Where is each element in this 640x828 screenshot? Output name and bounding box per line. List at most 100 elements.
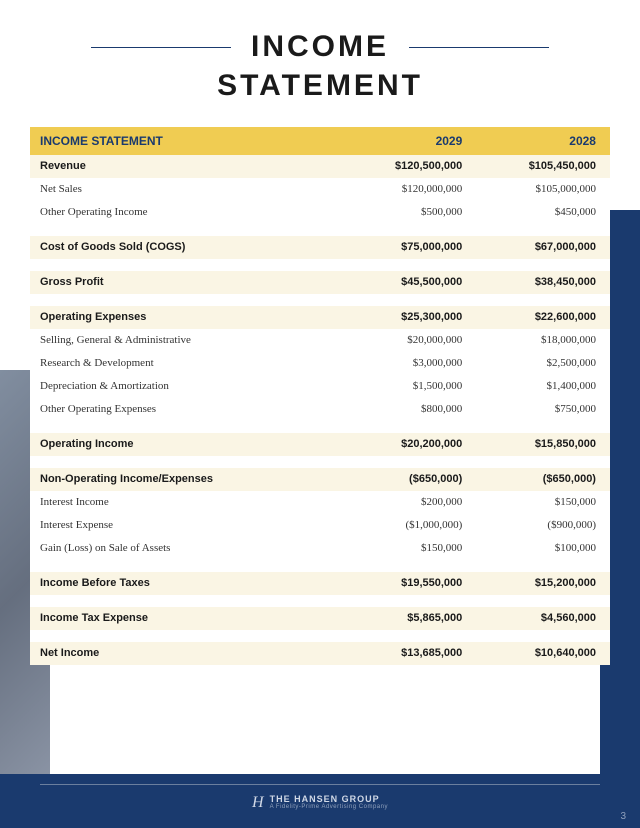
- table-header-row: INCOME STATEMENT 2029 2028: [30, 127, 610, 155]
- row-value-year2: $38,450,000: [472, 276, 602, 288]
- row-label: Other Operating Expenses: [38, 403, 343, 415]
- row-value-year1: $1,500,000: [343, 380, 473, 392]
- footer-logo: H THE HANSEN GROUP A Fidelity-Prime Adve…: [252, 794, 388, 812]
- row-value-year2: $105,450,000: [472, 160, 602, 172]
- row-value-year2: $2,500,000: [472, 357, 602, 369]
- row-value-year1: $120,500,000: [343, 160, 473, 172]
- row-value-year1: $19,550,000: [343, 577, 473, 589]
- section-row: Non-Operating Income/Expenses($650,000)(…: [30, 468, 610, 491]
- row-value-year2: $67,000,000: [472, 241, 602, 253]
- page-title-line1: INCOME: [251, 30, 389, 65]
- row-value-year1: $150,000: [343, 542, 473, 554]
- row-label: Interest Income: [38, 496, 343, 508]
- section-row: Net Income$13,685,000$10,640,000: [30, 642, 610, 665]
- row-value-year1: $200,000: [343, 496, 473, 508]
- row-value-year2: $1,400,000: [472, 380, 602, 392]
- header-label: INCOME STATEMENT: [38, 134, 343, 148]
- detail-row: Other Operating Income$500,000$450,000: [30, 201, 610, 224]
- footer-company-name: THE HANSEN GROUP: [270, 795, 388, 804]
- row-value-year1: $20,000,000: [343, 334, 473, 346]
- row-value-year2: $4,560,000: [472, 612, 602, 624]
- row-value-year1: $800,000: [343, 403, 473, 415]
- row-value-year1: $13,685,000: [343, 647, 473, 659]
- row-value-year2: ($900,000): [472, 519, 602, 531]
- row-value-year2: $15,850,000: [472, 438, 602, 450]
- row-value-year1: $75,000,000: [343, 241, 473, 253]
- row-label: Gross Profit: [38, 276, 343, 288]
- row-label: Income Tax Expense: [38, 612, 343, 624]
- row-label: Depreciation & Amortization: [38, 380, 343, 392]
- spacer-row: [30, 595, 610, 607]
- row-label: Interest Expense: [38, 519, 343, 531]
- row-label: Revenue: [38, 160, 343, 172]
- section-row: Operating Expenses$25,300,000$22,600,000: [30, 306, 610, 329]
- row-value-year2: $450,000: [472, 206, 602, 218]
- row-label: Net Income: [38, 647, 343, 659]
- detail-row: Net Sales$120,000,000$105,000,000: [30, 178, 610, 201]
- spacer-row: [30, 294, 610, 306]
- row-value-year2: $18,000,000: [472, 334, 602, 346]
- row-value-year2: $750,000: [472, 403, 602, 415]
- section-row: Income Before Taxes$19,550,000$15,200,00…: [30, 572, 610, 595]
- row-value-year1: ($650,000): [343, 473, 473, 485]
- footer-rule: [40, 784, 600, 785]
- row-value-year2: $100,000: [472, 542, 602, 554]
- page-footer: H THE HANSEN GROUP A Fidelity-Prime Adve…: [0, 774, 640, 828]
- title-rule-right: [409, 47, 549, 48]
- header-year-2: 2028: [472, 134, 602, 148]
- row-label: Gain (Loss) on Sale of Assets: [38, 542, 343, 554]
- detail-row: Other Operating Expenses$800,000$750,000: [30, 398, 610, 421]
- income-statement-table: INCOME STATEMENT 2029 2028 Revenue$120,5…: [30, 127, 610, 665]
- logo-icon: H: [252, 794, 264, 812]
- section-row: Cost of Goods Sold (COGS)$75,000,000$67,…: [30, 236, 610, 259]
- detail-row: Research & Development$3,000,000$2,500,0…: [30, 352, 610, 375]
- footer-content: H THE HANSEN GROUP A Fidelity-Prime Adve…: [0, 794, 640, 812]
- row-value-year2: ($650,000): [472, 473, 602, 485]
- row-value-year1: $25,300,000: [343, 311, 473, 323]
- detail-row: Interest Expense($1,000,000)($900,000): [30, 514, 610, 537]
- row-value-year1: $3,000,000: [343, 357, 473, 369]
- page: INCOME STATEMENT INCOME STATEMENT 2029 2…: [0, 0, 640, 828]
- spacer-row: [30, 421, 610, 433]
- spacer-row: [30, 456, 610, 468]
- row-label: Operating Income: [38, 438, 343, 450]
- row-value-year1: $120,000,000: [343, 183, 473, 195]
- row-value-year1: $20,200,000: [343, 438, 473, 450]
- title-rule-left: [91, 47, 231, 48]
- spacer-row: [30, 259, 610, 271]
- section-row: Income Tax Expense$5,865,000$4,560,000: [30, 607, 610, 630]
- content-area: INCOME STATEMENT INCOME STATEMENT 2029 2…: [0, 0, 640, 665]
- row-value-year2: $22,600,000: [472, 311, 602, 323]
- detail-row: Depreciation & Amortization$1,500,000$1,…: [30, 375, 610, 398]
- row-value-year2: $10,640,000: [472, 647, 602, 659]
- section-row: Revenue$120,500,000$105,450,000: [30, 155, 610, 178]
- row-label: Research & Development: [38, 357, 343, 369]
- spacer-row: [30, 224, 610, 236]
- row-value-year1: $45,500,000: [343, 276, 473, 288]
- row-value-year2: $105,000,000: [472, 183, 602, 195]
- spacer-row: [30, 630, 610, 642]
- row-label: Other Operating Income: [38, 206, 343, 218]
- row-label: Cost of Goods Sold (COGS): [38, 241, 343, 253]
- spacer-row: [30, 560, 610, 572]
- row-value-year1: $500,000: [343, 206, 473, 218]
- row-value-year2: $150,000: [472, 496, 602, 508]
- section-row: Gross Profit$45,500,000$38,450,000: [30, 271, 610, 294]
- row-label: Income Before Taxes: [38, 577, 343, 589]
- footer-tagline: A Fidelity-Prime Advertising Company: [270, 804, 388, 811]
- row-label: Operating Expenses: [38, 311, 343, 323]
- page-title-line2: STATEMENT: [30, 69, 610, 103]
- row-label: Non-Operating Income/Expenses: [38, 473, 343, 485]
- row-value-year2: $15,200,000: [472, 577, 602, 589]
- section-row: Operating Income$20,200,000$15,850,000: [30, 433, 610, 456]
- title-row: INCOME: [30, 30, 610, 65]
- row-value-year1: ($1,000,000): [343, 519, 473, 531]
- detail-row: Interest Income$200,000$150,000: [30, 491, 610, 514]
- row-value-year1: $5,865,000: [343, 612, 473, 624]
- row-label: Selling, General & Administrative: [38, 334, 343, 346]
- detail-row: Gain (Loss) on Sale of Assets$150,000$10…: [30, 537, 610, 560]
- row-label: Net Sales: [38, 183, 343, 195]
- header-year-1: 2029: [343, 134, 473, 148]
- page-number: 3: [620, 811, 626, 822]
- detail-row: Selling, General & Administrative$20,000…: [30, 329, 610, 352]
